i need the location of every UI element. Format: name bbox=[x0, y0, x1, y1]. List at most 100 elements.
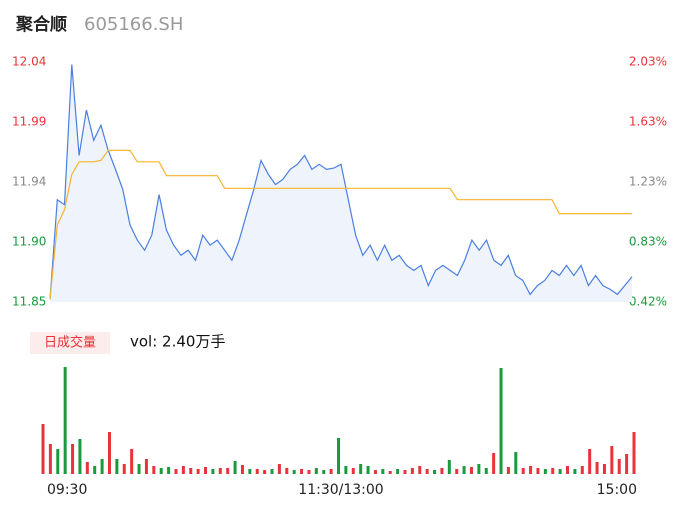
volume-bar bbox=[71, 444, 75, 474]
y2-tick-label: 0.83% bbox=[629, 235, 667, 249]
volume-bar bbox=[469, 467, 473, 474]
volume-bar bbox=[499, 368, 503, 474]
volume-bar bbox=[425, 469, 429, 474]
volume-bar bbox=[433, 470, 437, 474]
volume-bar bbox=[314, 468, 318, 474]
volume-bar bbox=[93, 466, 97, 474]
volume-bar bbox=[85, 462, 89, 474]
volume-bar bbox=[617, 459, 621, 474]
volume-bar bbox=[632, 432, 636, 474]
volume-bar bbox=[529, 466, 533, 474]
volume-bar bbox=[366, 466, 370, 474]
volume-bar bbox=[307, 470, 311, 474]
volume-bar bbox=[558, 469, 562, 474]
volume-bar bbox=[344, 466, 348, 474]
x-tick-label: 11:30/13:00 bbox=[298, 482, 383, 498]
volume-bar bbox=[167, 467, 171, 474]
volume-bar bbox=[610, 446, 614, 474]
volume-bar bbox=[521, 468, 525, 474]
volume-bar bbox=[462, 466, 466, 474]
volume-bar bbox=[506, 467, 510, 474]
volume-bar bbox=[78, 439, 82, 474]
volume-bar bbox=[403, 470, 407, 474]
volume-bar bbox=[255, 469, 259, 474]
volume-bar bbox=[373, 470, 377, 474]
volume-bar bbox=[240, 465, 244, 474]
volume-bar bbox=[388, 471, 392, 474]
volume-total: vol: 2.40万手 bbox=[130, 333, 225, 351]
y-tick-label: 11.99 bbox=[12, 115, 46, 129]
volume-bar bbox=[595, 462, 599, 474]
volume-bar bbox=[514, 452, 518, 474]
price-line bbox=[49, 64, 633, 300]
volume-bar bbox=[329, 469, 333, 474]
volume-bar bbox=[322, 470, 326, 474]
volume-bar bbox=[263, 470, 267, 474]
volume-bar bbox=[396, 469, 400, 474]
volume-bar bbox=[144, 459, 148, 474]
volume-label-box bbox=[30, 332, 110, 354]
volume-bar bbox=[573, 469, 577, 474]
volume-bar bbox=[107, 432, 111, 474]
stock-name: 聚合顺 bbox=[15, 14, 67, 35]
y-tick-label: 11.94 bbox=[12, 175, 46, 189]
volume-bar bbox=[56, 449, 60, 474]
volume-bar bbox=[204, 467, 208, 474]
volume-bar bbox=[602, 464, 606, 474]
volume-bar bbox=[122, 464, 126, 474]
volume-bar bbox=[41, 424, 45, 474]
volume-bar bbox=[625, 454, 629, 474]
volume-bar bbox=[381, 469, 385, 474]
x-tick-label: 15:00 bbox=[597, 482, 637, 498]
volume-bar bbox=[300, 469, 304, 474]
volume-bar bbox=[418, 466, 422, 474]
volume-bar bbox=[152, 466, 156, 474]
volume-bar bbox=[218, 468, 222, 474]
volume-bar bbox=[196, 469, 200, 474]
y2-tick-label: 2.03% bbox=[629, 55, 667, 69]
y-tick-label: 11.90 bbox=[12, 235, 46, 249]
volume-label: 日成交量 bbox=[44, 335, 96, 351]
volume-bar bbox=[580, 466, 584, 474]
volume-bar bbox=[277, 464, 281, 474]
volume-bar bbox=[181, 466, 185, 474]
volume-bar bbox=[440, 468, 444, 474]
y2-tick-label: 1.63% bbox=[629, 115, 667, 129]
volume-bar bbox=[115, 459, 119, 474]
volume-bar bbox=[226, 468, 230, 474]
y-tick-label: 12.04 bbox=[12, 55, 46, 69]
volume-bar bbox=[551, 468, 555, 474]
y-tick-label: 11.85 bbox=[12, 295, 46, 309]
volume-bar bbox=[100, 459, 104, 474]
volume-bar bbox=[174, 469, 178, 474]
volume-bar bbox=[48, 444, 52, 474]
volume-bar bbox=[588, 449, 592, 474]
price-area bbox=[50, 64, 632, 302]
volume-bar bbox=[447, 460, 451, 474]
volume-bar bbox=[285, 468, 289, 474]
volume-bar bbox=[292, 470, 296, 474]
volume-bar bbox=[484, 468, 488, 474]
volume-bar bbox=[536, 468, 540, 474]
volume-bar bbox=[359, 464, 363, 474]
volume-bar bbox=[248, 469, 252, 474]
volume-bar bbox=[63, 367, 67, 474]
volume-bar bbox=[189, 468, 193, 474]
x-tick-label: 09:30 bbox=[47, 482, 87, 498]
volume-bar bbox=[543, 469, 547, 474]
volume-bar bbox=[477, 464, 481, 474]
stock-code: 605166.SH bbox=[84, 14, 183, 35]
volume-bar bbox=[159, 468, 163, 474]
y2-tick-label: 0.42% bbox=[629, 295, 667, 309]
volume-bar bbox=[410, 468, 414, 474]
volume-bar bbox=[337, 438, 340, 474]
y2-tick-label: 1.23% bbox=[629, 175, 667, 189]
volume-bar bbox=[270, 469, 274, 474]
volume-bar bbox=[351, 468, 355, 474]
volume-bar bbox=[137, 464, 141, 474]
volume-bar bbox=[455, 469, 459, 474]
volume-bar bbox=[566, 466, 570, 474]
volume-bar bbox=[130, 449, 134, 474]
volume-bar bbox=[211, 469, 215, 474]
